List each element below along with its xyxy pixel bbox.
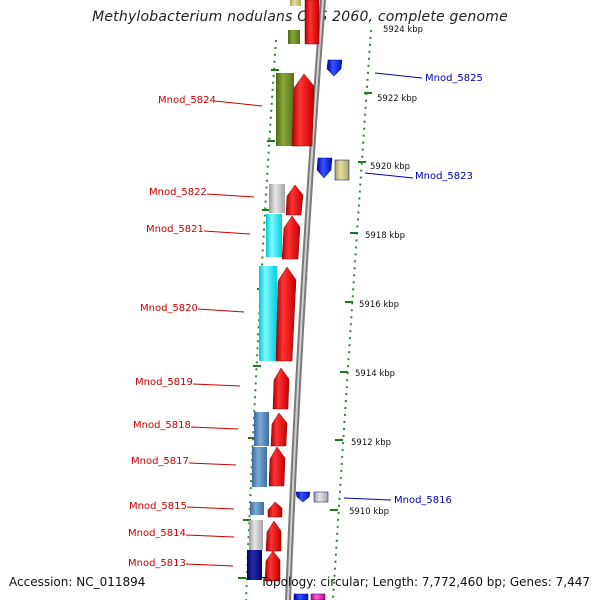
ruler-ticks-right — [330, 92, 372, 511]
gene-box-mnod-5816 — [313, 491, 329, 503]
label-mnod-5814: Mnod_5814 — [128, 528, 186, 539]
gene-box-mnod-5813 — [247, 550, 262, 580]
label-mnod-5819: Mnod_5819 — [135, 377, 193, 388]
kbp-label-5920: 5920 kbp — [370, 162, 410, 172]
cds-arrow-mnod-5816 — [295, 491, 311, 503]
cds-arrow-mnod-5822 — [285, 184, 304, 216]
gene-box-top-olive — [288, 30, 300, 44]
ruler-ticks-left — [238, 69, 279, 579]
reverse-cds-arrows — [264, 0, 320, 582]
kbp-label-5922: 5922 kbp — [377, 94, 417, 104]
label-mnod-5824: Mnod_5824 — [158, 95, 216, 106]
gene-box-top-tan — [290, 0, 301, 6]
gene-box-mnod-5815 — [250, 502, 264, 515]
cds-arrow-top — [304, 0, 320, 45]
kbp-label-5916: 5916 kbp — [359, 300, 399, 310]
cds-arrow-mnod-5819 — [272, 367, 290, 410]
cds-arrow-mnod-5820 — [275, 266, 297, 362]
cds-arrow-mnod-5814 — [265, 520, 282, 552]
label-mnod-5821: Mnod_5821 — [146, 224, 204, 235]
forward-cds-arrows — [293, 59, 350, 600]
cds-arrow-mnod-5818 — [270, 412, 288, 447]
kbp-labels: 5924 kbp 5922 kbp 5920 kbp 5918 kbp 5916… — [349, 25, 423, 517]
gene-box-mnod-5824 — [276, 73, 294, 146]
forward-gene-labels: Mnod_5825 Mnod_5823 Mnod_5816 — [343, 72, 483, 506]
kbp-label-5918: 5918 kbp — [365, 231, 405, 241]
gene-box-mnod-5817 — [252, 447, 267, 487]
genome-backbone-highlight — [287, 0, 324, 600]
kbp-label-5912: 5912 kbp — [351, 438, 391, 448]
cds-arrow-mnod-5815 — [267, 501, 283, 518]
reverse-gene-boxes — [247, 0, 301, 580]
gene-box-bottom-pink — [310, 593, 326, 600]
gene-box-mnod-5814 — [249, 520, 263, 550]
reverse-gene-labels: Mnod_5824 Mnod_5822 Mnod_5821 Mnod_5820 … — [128, 95, 263, 569]
gene-box-mnod-5822 — [269, 184, 285, 213]
label-mnod-5817: Mnod_5817 — [131, 456, 189, 467]
cds-arrow-mnod-5824 — [291, 73, 315, 147]
gene-box-mnod-5821 — [266, 214, 282, 257]
cds-arrow-mnod-5823 — [316, 157, 333, 179]
cds-arrow-mnod-5813 — [264, 550, 281, 582]
label-mnod-5813: Mnod_5813 — [128, 558, 186, 569]
gene-box-mnod-5820 — [259, 266, 277, 361]
gene-box-mnod-5823 — [334, 159, 350, 181]
label-mnod-5816: Mnod_5816 — [394, 495, 452, 506]
accession-label: Accession: NC_011894 — [9, 575, 146, 589]
cds-arrow-mnod-5821 — [281, 215, 301, 260]
label-mnod-5818: Mnod_5818 — [133, 420, 191, 431]
label-mnod-5825: Mnod_5825 — [425, 73, 483, 84]
kbp-label-5924: 5924 kbp — [383, 25, 423, 35]
label-mnod-5815: Mnod_5815 — [129, 501, 187, 512]
gene-box-mnod-5818 — [254, 412, 269, 446]
gene-box-bottom-blue — [293, 593, 309, 600]
cds-arrow-mnod-5825 — [326, 59, 343, 77]
kbp-label-5910: 5910 kbp — [349, 507, 389, 517]
kbp-label-5914: 5914 kbp — [355, 369, 395, 379]
cds-arrow-mnod-5817 — [268, 446, 286, 487]
map-title: Methylobacterium nodulans ORS 2060, comp… — [92, 9, 508, 25]
topology-label: Topology: circular; Length: 7,772,460 bp… — [260, 575, 590, 589]
label-mnod-5823: Mnod_5823 — [415, 171, 473, 182]
label-mnod-5820: Mnod_5820 — [140, 303, 198, 314]
label-mnod-5822: Mnod_5822 — [149, 187, 207, 198]
